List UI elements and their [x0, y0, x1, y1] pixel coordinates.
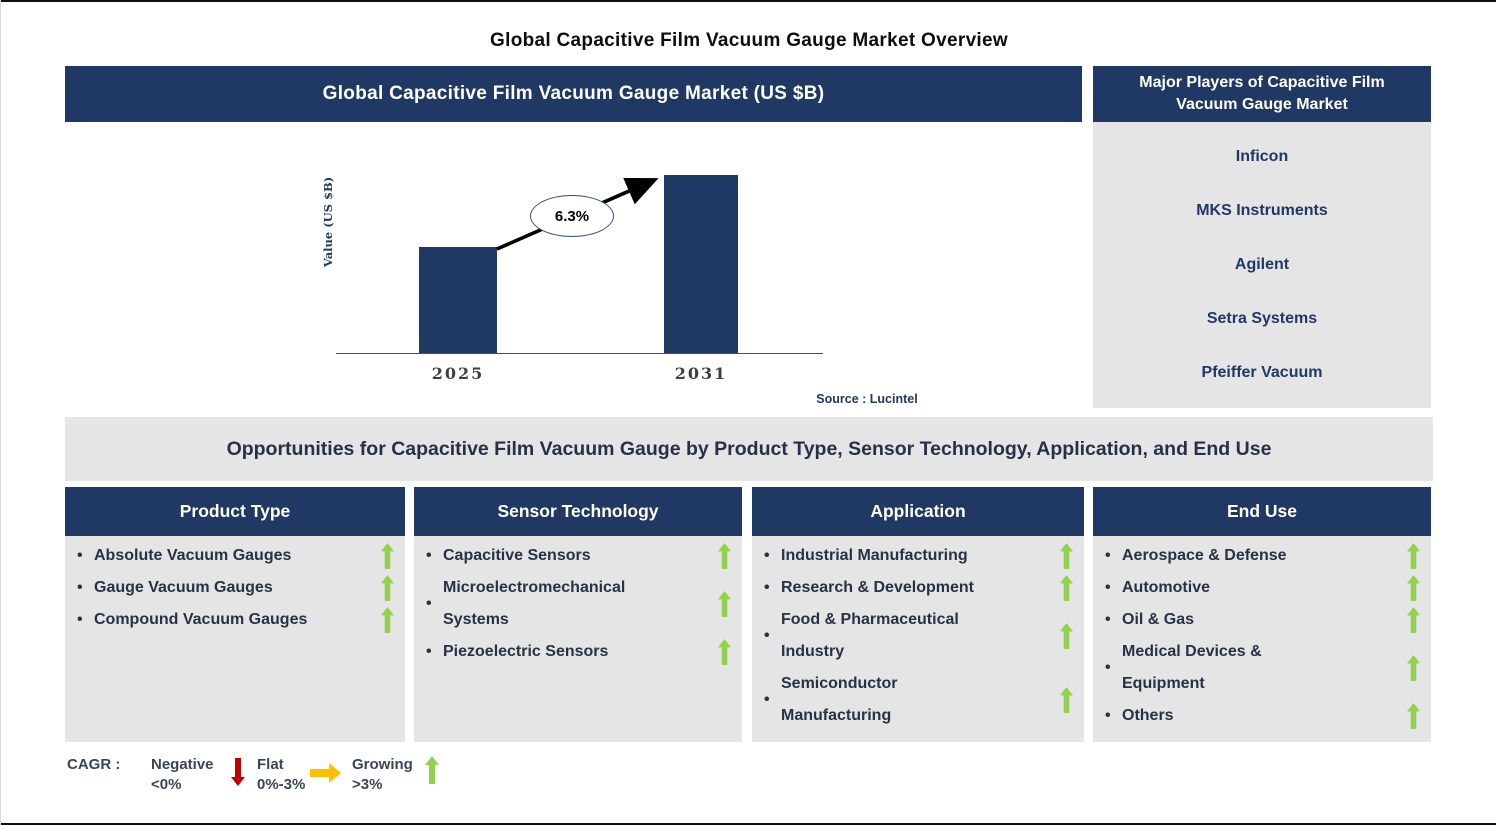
column-header-application: Application: [752, 487, 1084, 536]
chart-y-axis-label: Value (US $B): [321, 176, 335, 268]
legend-growing-label: Growing >3%: [352, 756, 413, 793]
player-name: Inficon: [1235, 148, 1289, 165]
growing-up-arrow-icon: [1058, 687, 1074, 713]
list-item: • Semiconductor Manufacturing: [752, 668, 1084, 732]
list-item: • Food & Pharmaceutical Industry: [752, 604, 1084, 668]
source-note: Source : Lucintel: [816, 392, 918, 406]
list-item: • Microelectromechanical Systems: [414, 572, 742, 636]
item-label: Food & Pharmaceutical Industry: [781, 611, 959, 660]
item-label: Capacitive Sensors: [443, 547, 591, 564]
bullet: •: [764, 627, 770, 644]
list-item: • Industrial Manufacturing: [752, 540, 1084, 572]
item-label: Others: [1122, 707, 1174, 724]
item-label: Medical Devices & Equipment: [1122, 643, 1262, 692]
legend-negative-label: Negative <0%: [151, 756, 214, 793]
cagr-annotation-ellipse: 6.3%: [530, 195, 614, 237]
column-product-type: • Absolute Vacuum Gauges • Gauge Vacuum …: [65, 536, 405, 742]
item-label: Compound Vacuum Gauges: [94, 611, 308, 628]
bullet: •: [764, 579, 770, 596]
list-item: • Gauge Vacuum Gauges: [65, 572, 405, 604]
bullet: •: [77, 611, 83, 628]
item-label: Oil & Gas: [1122, 611, 1195, 628]
opportunities-banner: Opportunities for Capacitive Film Vacuum…: [65, 417, 1433, 481]
bullet: •: [1105, 547, 1111, 564]
slide-bottom-border: [1, 823, 1496, 825]
growing-up-arrow-icon: [716, 591, 732, 617]
column-sensor-technology: • Capacitive Sensors • Microelectromecha…: [414, 536, 742, 742]
growing-up-arrow-icon: [425, 752, 439, 793]
flat-right-arrow-icon: [310, 763, 341, 788]
player-name: MKS Instruments: [1196, 202, 1328, 219]
bullet: •: [426, 643, 432, 660]
slide-top-border: [1, 0, 1496, 2]
x-tick-2025: 2025: [431, 364, 485, 383]
column-end-use: • Aerospace & Defense • Automotive • Oil…: [1093, 536, 1431, 742]
column-header-product-type: Product Type: [65, 487, 405, 536]
bar-2031: [664, 175, 738, 353]
list-item: • Others: [1093, 700, 1431, 732]
major-players-header: Major Players of Capacitive Film Vacuum …: [1093, 66, 1431, 122]
list-item: • Research & Development: [752, 572, 1084, 604]
bullet: •: [1105, 579, 1111, 596]
negative-down-arrow-icon: [231, 754, 245, 795]
bullet: •: [426, 547, 432, 564]
chart-x-axis-line: [336, 353, 823, 354]
chart-panel-header: Global Capacitive Film Vacuum Gauge Mark…: [65, 66, 1082, 122]
column-application: • Industrial Manufacturing • Research & …: [752, 536, 1084, 742]
growing-up-arrow-icon: [1405, 575, 1421, 601]
item-label: Aerospace & Defense: [1122, 547, 1287, 564]
item-label: Automotive: [1122, 579, 1210, 596]
list-item: • Automotive: [1093, 572, 1431, 604]
list-item: • Piezoelectric Sensors: [414, 636, 742, 668]
legend-flat-label: Flat 0%-3%: [257, 756, 306, 793]
growing-up-arrow-icon: [1058, 543, 1074, 569]
growing-up-arrow-icon: [1058, 575, 1074, 601]
growing-up-arrow-icon: [1058, 623, 1074, 649]
page-title: Global Capacitive Film Vacuum Gauge Mark…: [490, 30, 1008, 51]
item-label: Industrial Manufacturing: [781, 547, 968, 564]
player-name: Setra Systems: [1206, 310, 1318, 327]
bullet: •: [1105, 659, 1111, 676]
growing-up-arrow-icon: [379, 607, 395, 633]
item-label: Microelectromechanical Systems: [443, 579, 626, 628]
growing-up-arrow-icon: [1405, 655, 1421, 681]
bullet: •: [426, 595, 432, 612]
item-label: Semiconductor Manufacturing: [781, 675, 898, 724]
player-name: Pfeiffer Vacuum: [1201, 364, 1323, 381]
growing-up-arrow-icon: [716, 543, 732, 569]
item-label: Gauge Vacuum Gauges: [94, 579, 273, 596]
list-item: • Absolute Vacuum Gauges: [65, 540, 405, 572]
major-players-list: Inficon MKS Instruments Agilent Setra Sy…: [1093, 122, 1431, 408]
growing-up-arrow-icon: [1405, 703, 1421, 729]
item-label: Research & Development: [781, 579, 974, 596]
list-item: • Medical Devices & Equipment: [1093, 636, 1431, 700]
bar-2025: [419, 247, 497, 353]
bullet: •: [764, 691, 770, 708]
item-label: Piezoelectric Sensors: [443, 643, 609, 660]
growing-up-arrow-icon: [379, 543, 395, 569]
player-name: Agilent: [1234, 256, 1290, 273]
list-item: • Oil & Gas: [1093, 604, 1431, 636]
bullet: •: [1105, 611, 1111, 628]
column-header-end-use: End Use: [1093, 487, 1431, 536]
growing-up-arrow-icon: [1405, 607, 1421, 633]
bullet: •: [1105, 707, 1111, 724]
list-item: • Capacitive Sensors: [414, 540, 742, 572]
bullet: •: [764, 547, 770, 564]
item-label: Absolute Vacuum Gauges: [94, 547, 292, 564]
growing-up-arrow-icon: [1405, 543, 1421, 569]
column-header-sensor-technology: Sensor Technology: [414, 487, 742, 536]
list-item: • Compound Vacuum Gauges: [65, 604, 405, 636]
x-tick-2031: 2031: [674, 364, 728, 383]
bullet: •: [77, 579, 83, 596]
list-item: • Aerospace & Defense: [1093, 540, 1431, 572]
bullet: •: [77, 547, 83, 564]
growing-up-arrow-icon: [379, 575, 395, 601]
growing-up-arrow-icon: [716, 639, 732, 665]
cagr-value: 6.3%: [554, 207, 590, 225]
cagr-legend-prefix: CAGR :: [67, 756, 121, 773]
